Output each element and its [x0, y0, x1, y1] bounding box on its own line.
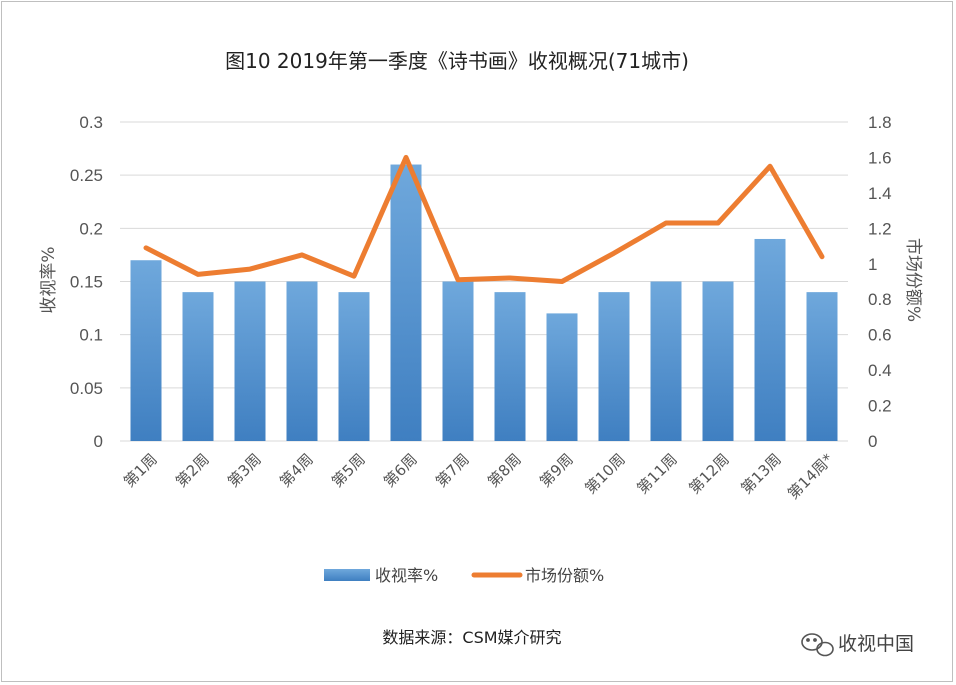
y2-tick-label: 1.6 [868, 148, 892, 167]
y-tick-label: 0.05 [70, 379, 103, 398]
y2-tick-label: 0.4 [868, 361, 892, 380]
x-tick-label: 第11周 [633, 450, 680, 497]
x-tick-label: 第9周 [536, 450, 577, 491]
x-tick-label: 第13周 [737, 450, 784, 497]
bar [494, 292, 526, 441]
x-tick-label: 第1周 [120, 450, 161, 491]
bar [286, 281, 318, 441]
bar [702, 281, 734, 441]
y-tick-label: 0.15 [70, 273, 103, 292]
y2-tick-label: 1.4 [868, 184, 892, 203]
y2-tick-label: 1.2 [868, 219, 892, 238]
x-tick-label: 第7周 [432, 450, 473, 491]
right-axis-ticks: 0 0.2 0.4 0.6 0.8 1 1.2 1.4 1.6 1.8 [868, 113, 892, 451]
y-tick-label: 0.25 [70, 166, 103, 185]
y2-tick-label: 0.6 [868, 326, 892, 345]
x-tick-label: 第6周 [380, 450, 421, 491]
y2-tick-label: 0 [868, 432, 877, 451]
legend: 收视率% 市场份额% [324, 566, 604, 585]
line-path [143, 154, 825, 284]
bar [338, 292, 370, 441]
left-axis-ticks: 0 0.05 0.1 0.15 0.2 0.25 0.3 [70, 113, 103, 451]
x-tick-label: 第14周* [784, 450, 837, 503]
left-axis-label: 收视率% [39, 246, 59, 313]
bar [806, 292, 838, 441]
bar [754, 238, 786, 441]
bar [390, 164, 422, 442]
line-series [143, 154, 825, 284]
y-tick-label: 0.3 [79, 113, 103, 132]
bar [130, 260, 162, 441]
legend-swatch-bar [324, 569, 370, 581]
source-note: 数据来源：CSM媒介研究 [382, 628, 561, 647]
legend-label-bar: 收视率% [375, 566, 438, 585]
bar [234, 281, 266, 441]
x-tick-label: 第2周 [172, 450, 213, 491]
right-axis-label: 市场份额% [903, 238, 923, 322]
x-tick-label: 第10周 [581, 450, 628, 497]
bar [598, 292, 630, 441]
chart-title: 图10 2019年第一季度《诗书画》收视概况(71城市) [225, 49, 689, 73]
x-tick-label: 第4周 [276, 450, 317, 491]
x-tick-label: 第12周 [685, 450, 732, 497]
bar [442, 281, 474, 441]
bar [650, 281, 682, 441]
y2-tick-label: 1 [868, 255, 877, 274]
y-tick-label: 0 [94, 432, 103, 451]
x-tick-label: 第3周 [224, 450, 265, 491]
y2-tick-label: 0.2 [868, 397, 892, 416]
y-tick-label: 0.1 [79, 326, 103, 345]
gridlines [120, 121, 848, 442]
wechat-icon [801, 633, 834, 657]
watermark-text: 收视中国 [838, 633, 914, 655]
x-tick-label: 第5周 [328, 450, 369, 491]
bar [546, 313, 578, 441]
bar-series [130, 164, 838, 442]
bar [182, 292, 214, 441]
y2-tick-label: 0.8 [868, 290, 892, 309]
x-tick-label: 第8周 [484, 450, 525, 491]
y-tick-label: 0.2 [79, 219, 103, 238]
legend-label-line: 市场份额% [525, 566, 604, 585]
watermark: 收视中国 [801, 633, 914, 657]
category-labels: 第1周 第2周 第3周 第4周 第5周 第6周 第7周 第8周 第9周 第10周 第11周 第12周第… [120, 450, 837, 503]
y2-tick-label: 1.8 [868, 113, 892, 132]
